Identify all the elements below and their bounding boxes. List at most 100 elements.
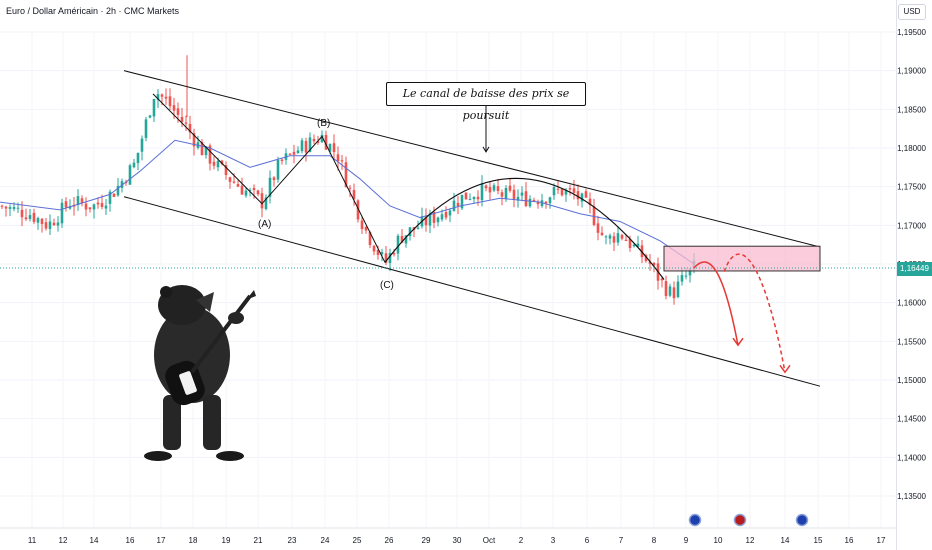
candle-body [312,138,316,142]
candle-body [660,278,664,281]
candle-body [184,122,188,124]
candle-body [24,217,28,220]
wave-label-b: (B) [317,118,331,129]
candle-body [344,162,348,188]
x-tick-label: 26 [385,536,394,545]
candle-body [8,207,12,209]
bear-guitar-illustration [144,285,256,461]
candlestick-series [0,55,696,305]
candle-body [488,187,492,193]
candle-body [372,245,376,252]
candle-body [492,185,496,191]
candle-body [320,134,324,143]
candle-body [644,255,648,262]
candle-body [176,108,180,116]
y-tick-label: 1,15000 [897,376,926,385]
candle-body [216,160,220,168]
candle-body [200,142,204,156]
candle-body [680,275,684,282]
candle-body [516,196,520,201]
candle-body [592,206,596,225]
candle-body [464,192,468,200]
bear-right-leg [203,395,221,450]
us-flag-icon [733,513,747,527]
candle-body [16,207,20,209]
candle-body [572,188,576,193]
candle-body [440,214,444,220]
candle-body [460,194,464,209]
forecast-arrowhead [779,364,791,374]
x-tick-label: 3 [551,536,556,545]
candle-body [504,187,508,200]
y-tick-label: 1,17000 [897,221,926,230]
candle-body [536,202,540,205]
candle-body [448,210,452,216]
guitar-pickguard [179,371,197,395]
x-tick-label: 6 [585,536,590,545]
candle-body [328,144,332,152]
candle-body [104,205,108,209]
bear-left-leg [163,395,181,450]
candle-body [80,198,84,204]
candle-body [568,188,572,190]
candle-body [172,105,176,111]
candle-body [192,133,196,147]
x-tick-label: 12 [746,536,755,545]
candle-body [500,192,504,197]
candle-body [384,253,388,263]
x-tick-label: 30 [453,536,462,545]
candle-body [444,212,448,218]
candle-body [552,187,556,196]
candle-body [352,189,356,200]
candle-body [376,249,380,256]
candle-body [32,212,36,222]
candle-body [688,268,692,276]
candle-body [428,213,432,226]
candle-body [336,154,340,162]
candle-body [528,198,532,207]
candle-body [584,191,588,198]
forecast-path [693,261,739,346]
candle-body [252,187,256,191]
candle-body [88,207,92,210]
bear-ear [160,286,172,298]
candle-body [240,185,244,195]
candle-body [496,186,500,192]
candle-body [604,236,608,238]
currency-button[interactable]: USD [898,4,926,20]
candle-body [48,221,52,229]
x-tick-label: 25 [353,536,362,545]
candle-body [612,236,616,243]
callout-arrowhead [482,146,490,153]
candle-body [20,209,24,218]
candle-body [532,199,536,201]
candle-body [204,146,208,156]
candle-body [400,235,404,243]
candle-body [396,235,400,254]
candle-body [404,235,408,244]
guitar-headstock [246,290,256,300]
candle-body [256,190,260,195]
x-tick-label: 12 [59,536,68,545]
candle-body [128,165,132,185]
candle-body [468,199,472,201]
x-tick-label: 29 [422,536,431,545]
bear-open-mouth [196,292,214,312]
eu-flag-icon [795,513,809,527]
candle-body [588,198,592,206]
candle-body [164,96,168,99]
candle-body [676,281,680,298]
bear-left-foot [144,451,172,461]
candle-body [100,203,104,207]
candle-body [648,261,652,264]
candle-body [508,185,512,191]
candle-body [580,193,584,202]
candle-body [28,215,32,219]
candle-body [292,151,296,155]
candle-body [116,185,120,196]
candle-body [316,141,320,143]
candle-body [408,227,412,237]
candle-body [264,197,268,210]
x-tick-label: 8 [652,536,657,545]
